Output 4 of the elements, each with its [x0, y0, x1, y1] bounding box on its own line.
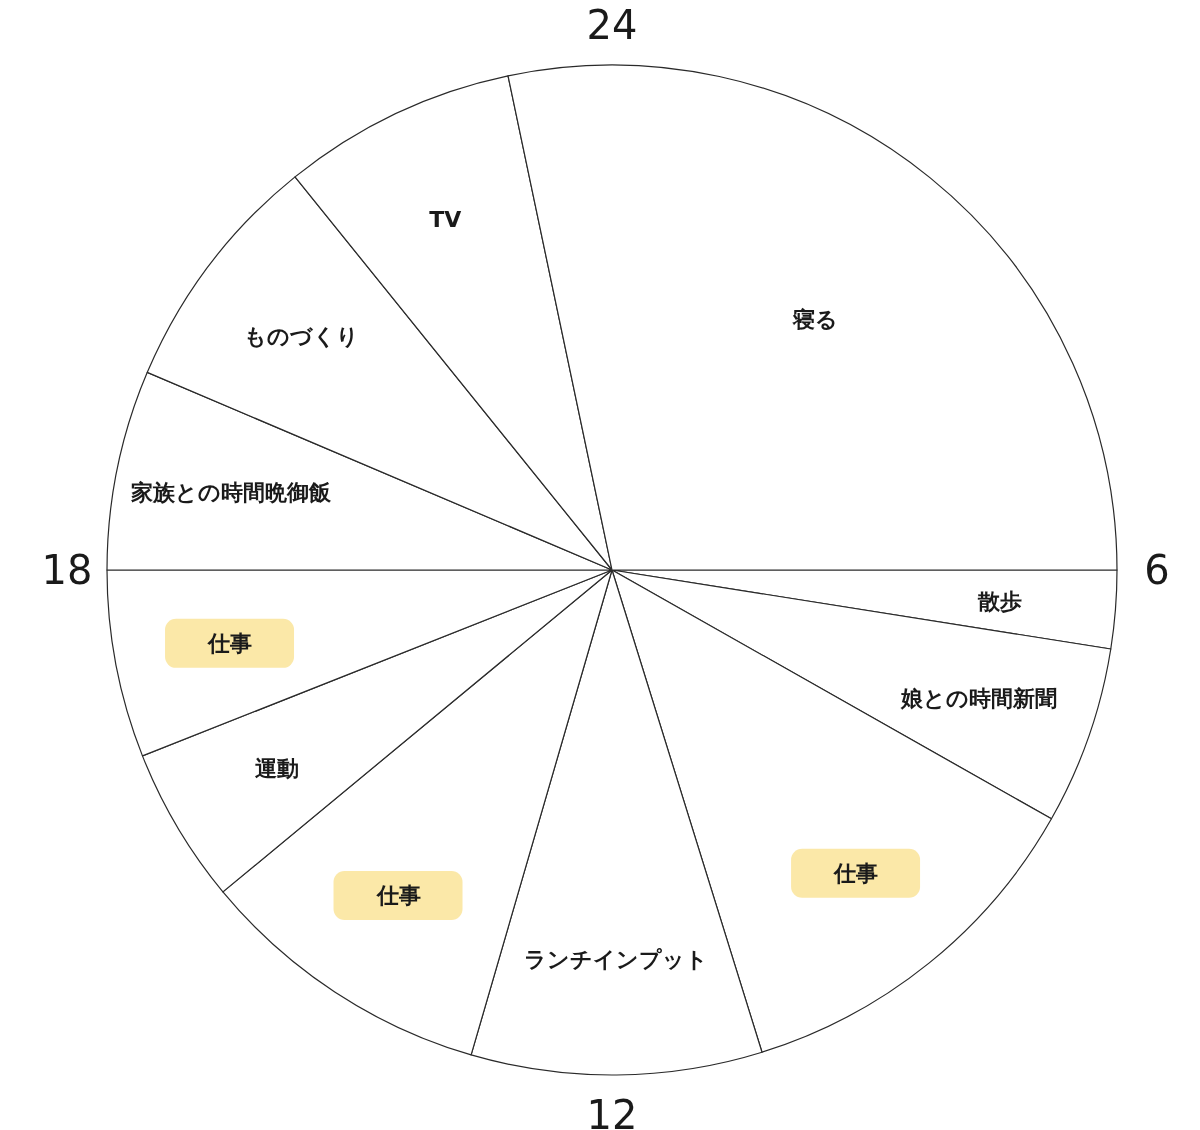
- annotation: 6: [1144, 547, 1170, 593]
- annotation: 24: [586, 2, 638, 48]
- annotation: 18: [41, 547, 93, 593]
- annotation: 12: [586, 1092, 638, 1130]
